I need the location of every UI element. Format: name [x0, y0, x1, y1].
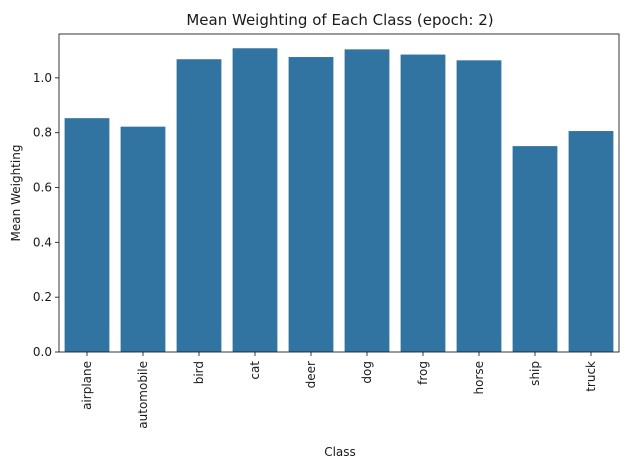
y-tick-label: 0.4	[33, 235, 52, 249]
x-tick-label-horse: horse	[472, 361, 486, 395]
chart-title: Mean Weighting of Each Class (epoch: 2)	[186, 11, 493, 29]
y-axis-label: Mean Weighting	[9, 145, 23, 242]
x-tick-label-deer: deer	[304, 361, 318, 388]
x-tick-label-dog: dog	[360, 361, 374, 384]
bar-truck	[568, 131, 614, 352]
bar-automobile	[120, 126, 166, 352]
bar-airplane	[64, 118, 110, 352]
x-tick-label-cat: cat	[248, 361, 262, 380]
x-tick-label-frog: frog	[416, 361, 430, 385]
bar-horse	[456, 60, 502, 352]
x-axis-label: Class	[324, 445, 356, 459]
y-tick-label: 0.6	[33, 181, 52, 195]
bar-frog	[400, 54, 446, 353]
x-tick-label-truck: truck	[584, 361, 598, 392]
bar-ship	[512, 146, 558, 352]
y-tick-label: 0.8	[33, 126, 52, 140]
bar-dog	[344, 49, 390, 352]
x-tick-label-automobile: automobile	[136, 361, 150, 429]
bar-deer	[288, 57, 334, 352]
y-tick-label: 0.2	[33, 290, 52, 304]
y-tick-label: 1.0	[33, 71, 52, 85]
x-tick-label-ship: ship	[528, 361, 542, 386]
bar-cat	[232, 48, 278, 352]
bars-group	[64, 48, 614, 353]
plot-frame	[58, 33, 620, 353]
x-tick-label-bird: bird	[192, 361, 206, 384]
y-tick-label: 0.0	[33, 345, 52, 359]
x-tick-label-airplane: airplane	[80, 361, 94, 410]
bar-bird	[176, 59, 222, 352]
y-axis: 0.0 0.2 0.4 0.6 0.8 1.0	[33, 71, 59, 359]
x-axis: airplane automobile bird cat deer dog frog hors…	[80, 352, 598, 429]
